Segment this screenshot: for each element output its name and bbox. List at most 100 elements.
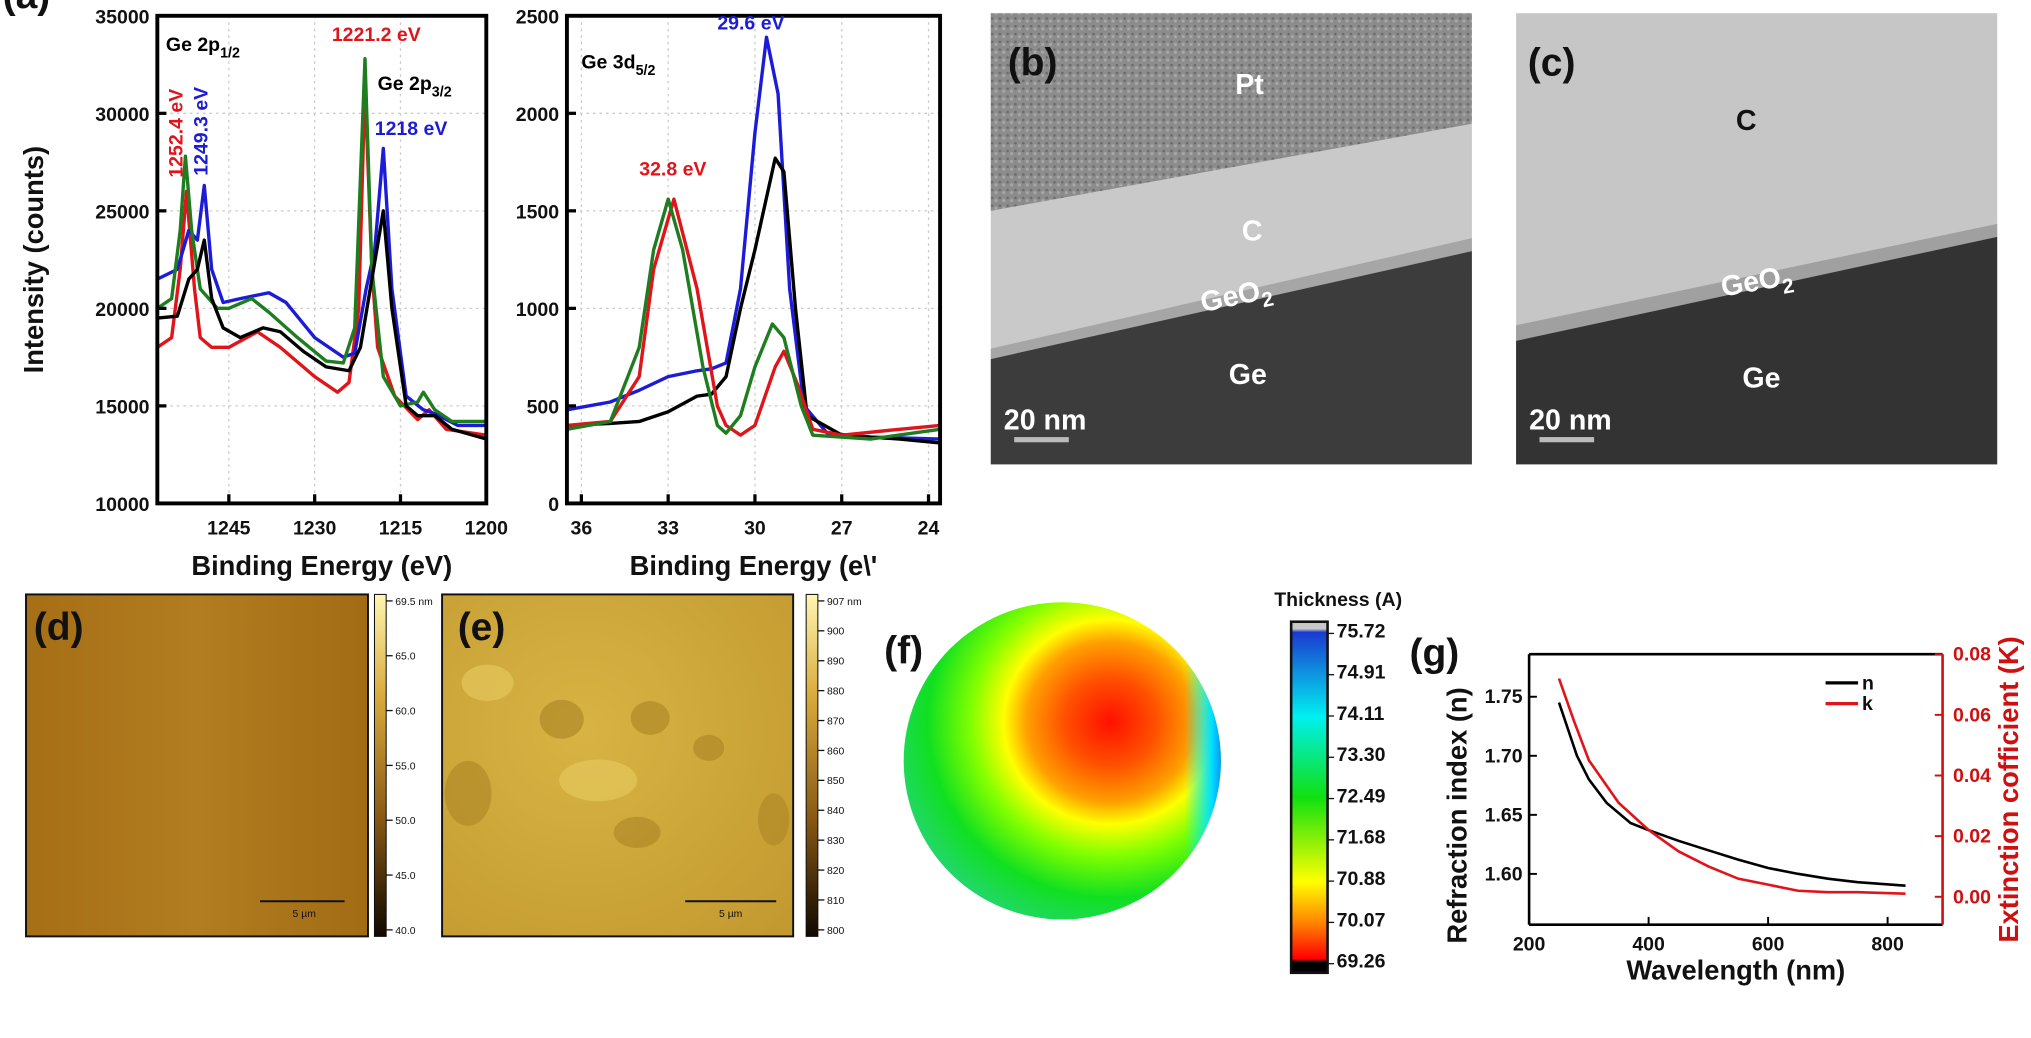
colorbar-tick-label: 45.0 <box>395 871 415 882</box>
colorbar-tick-label: 890 <box>827 657 845 668</box>
thickness-map-f: (f) Thickness (A) 75.72 74.91 74.11 73.30 72… <box>884 589 1402 975</box>
colorbar-tick-label: 74.91 <box>1337 662 1386 684</box>
colorbar-tick-label: 55.0 <box>395 761 415 772</box>
y2-tick-label: 0.08 <box>1953 644 1991 666</box>
afm-image-d: (d) 5 µm 69.5 nm 65.0 60.0 55.0 50.0 45.0 40.0 <box>25 593 433 938</box>
colorbar-tick-label: 72.49 <box>1337 785 1386 807</box>
colorbar-tick-label: 870 <box>827 716 845 727</box>
y2-tick-label: 0.00 <box>1953 886 1991 908</box>
colorbar-d <box>373 593 387 937</box>
y-tick-label: 1.65 <box>1485 804 1523 826</box>
legend-label-n: n <box>1862 672 1874 694</box>
y-tick-label: 15000 <box>95 397 149 419</box>
x-axis-label: Binding Energy (e\' <box>630 550 878 581</box>
colorbar-tick-label: 74.11 <box>1337 703 1385 725</box>
scale-bar <box>1539 437 1595 443</box>
series-line-black <box>566 156 941 445</box>
x-axis-label: Binding Energy (eV) <box>191 550 452 581</box>
y-tick-label: 0 <box>548 494 559 516</box>
colorbar-tick-label: 800 <box>827 926 845 937</box>
y-tick-label: 500 <box>527 397 560 419</box>
layer-label-pt: Pt <box>1235 69 1264 101</box>
layer-label-c: C <box>1242 216 1263 248</box>
colorbar-tick-label: 69.26 <box>1337 951 1386 973</box>
x-tick-label: 27 <box>831 518 853 540</box>
colorbar-tick-label: 850 <box>827 776 845 787</box>
peak-annotation: 1221.2 eV <box>332 24 421 46</box>
colorbar-tick-label: 907 nm <box>827 597 862 608</box>
peak-annotation: Ge 2p1/2 <box>166 34 240 62</box>
series-line-black <box>157 209 487 441</box>
x-tick-label: 24 <box>918 518 940 540</box>
series-line-red <box>566 197 941 437</box>
peak-annotation: 1218 eV <box>375 118 448 140</box>
x-tick-label: 36 <box>571 518 593 540</box>
panel-label-e: (e) <box>458 606 506 649</box>
x-tick-label: 33 <box>657 518 679 540</box>
series-line-blue <box>156 146 487 428</box>
colorbar-tick-label: 60.0 <box>395 706 415 717</box>
scale-bar-label: 5 µm <box>719 909 742 920</box>
colorbar-tick-label: 70.88 <box>1337 868 1386 890</box>
panel-label-b: (b) <box>1008 42 1058 85</box>
y-tick-label: 2000 <box>516 104 560 126</box>
tem-image-c: (c) C GeO2 Ge 20 nm <box>1516 13 1998 465</box>
peak-annotation: 1249.3 eV <box>190 87 212 176</box>
layer-label-c: C <box>1736 105 1757 137</box>
colorbar-tick-label: 880 <box>827 687 845 698</box>
colorbar-tick-label: 830 <box>827 836 845 847</box>
colorbar-tick-label: 69.5 nm <box>395 597 433 608</box>
colorbar-e <box>805 593 819 937</box>
colorbar-tick-label: 40.0 <box>395 926 415 937</box>
series-line-green <box>566 197 941 441</box>
series-line-k <box>1557 678 1906 896</box>
series-line-green <box>156 57 487 424</box>
colorbar-tick-label: 900 <box>827 627 845 638</box>
colorbar-tick-label: 73.30 <box>1337 744 1386 766</box>
y-tick-label: 1.70 <box>1485 745 1523 767</box>
scale-bar-label: 20 nm <box>1529 404 1612 436</box>
series-line-n <box>1557 702 1906 887</box>
colorbar-tick-label: 71.68 <box>1337 827 1386 849</box>
panel-label-g: (g) <box>1409 632 1459 675</box>
y-tick-label: 1000 <box>516 299 560 321</box>
layer-label-ge: Ge <box>1229 359 1267 391</box>
colorbar-tick-label: 810 <box>827 896 845 907</box>
colorbar-tick-label: 70.07 <box>1337 909 1386 931</box>
x-tick-label: 800 <box>1871 934 1904 956</box>
xps-3d-chart: 36 33 30 27 24 0 500 1000 1500 2000 2500 Ge 3d5/2 32… <box>516 7 943 581</box>
y2-axis-label: Extinction cofficient (K) <box>1993 636 2024 942</box>
scale-bar-label: 20 nm <box>1004 404 1087 436</box>
x-axis-label: Wavelength (nm) <box>1626 954 1845 985</box>
peak-annotation: 29.6 eV <box>717 12 784 34</box>
y-tick-label: 35000 <box>95 7 149 29</box>
y2-tick-label: 0.02 <box>1953 826 1991 848</box>
optical-constants-chart: 200 400 600 800 1.60 1.65 1.70 1.75 0.00 0.02 0.04… <box>1442 636 2024 985</box>
layer-label-ge: Ge <box>1742 363 1780 395</box>
y-tick-label: 1.60 <box>1485 863 1523 885</box>
legend-label-k: k <box>1862 693 1873 715</box>
colorbar-tick-label: 65.0 <box>395 652 415 663</box>
afm-image-e: (e) 5 µm 907 nm 900 890 880 870 860 850 840 830 8… <box>441 593 862 938</box>
panel-label-a: (a) <box>3 0 51 17</box>
y-tick-label: 25000 <box>95 202 149 224</box>
y-tick-label: 1.75 <box>1485 686 1523 708</box>
xps-2p-chart: 1245 1230 1215 1200 10000 15000 20000 25000 3000… <box>18 7 508 581</box>
colorbar-e-ticks: 907 nm 900 890 880 870 860 850 840 830 820 810 800 <box>817 597 862 937</box>
plot-frame <box>155 13 489 506</box>
series-line-blue <box>566 35 941 441</box>
x-tick-label: 30 <box>744 518 766 540</box>
peak-annotation: 32.8 eV <box>639 159 706 181</box>
panel-label-f: (f) <box>884 629 923 672</box>
x-tick-label: 200 <box>1513 934 1546 956</box>
scale-bar-label: 5 µm <box>293 909 316 920</box>
panel-label-d: (d) <box>34 606 84 649</box>
peak-annotation: 1252.4 eV <box>166 89 188 178</box>
tem-image-b: (b) Pt C GeO2 Ge 20 nm <box>990 13 1472 465</box>
x-tick-label: 600 <box>1752 934 1785 956</box>
thickness-colorbar-ticks: 75.72 74.91 74.11 73.30 72.49 71.68 70.88 70.07… <box>1327 620 1386 973</box>
y-axis-label: Refraction index (n) <box>1442 687 1473 943</box>
y2-tick-label: 0.04 <box>1953 765 1991 787</box>
x-tick-label: 1230 <box>293 518 337 540</box>
